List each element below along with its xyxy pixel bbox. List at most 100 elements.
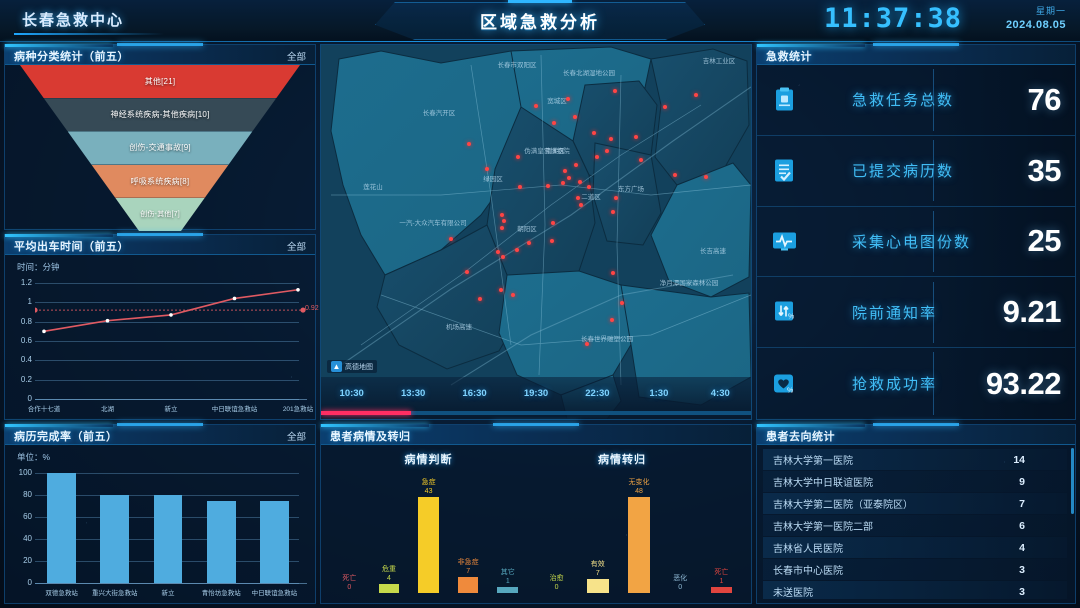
incident-marker[interactable] <box>595 155 599 159</box>
incident-marker[interactable] <box>563 169 567 173</box>
incident-marker[interactable] <box>561 181 565 185</box>
bar[interactable] <box>47 473 76 583</box>
chart-unit-label: 时间：分钟 <box>17 262 60 272</box>
incident-marker[interactable] <box>502 219 506 223</box>
incident-marker[interactable] <box>552 121 556 125</box>
incident-marker[interactable] <box>605 149 609 153</box>
incident-marker[interactable] <box>694 93 698 97</box>
filter-all-button[interactable]: 全部 <box>286 242 306 253</box>
incident-marker[interactable] <box>515 248 519 252</box>
stat-value: 9.21 <box>1002 294 1062 330</box>
funnel-segment[interactable]: 其他[21] <box>20 65 300 99</box>
filter-all-button[interactable]: 全部 <box>286 52 306 63</box>
table-row[interactable]: 吉林大学第二医院（亚泰院区） 7 <box>763 493 1067 514</box>
incident-marker[interactable] <box>478 297 482 301</box>
y-axis-tick: 0.6 <box>20 336 32 345</box>
funnel-segment[interactable]: 创伤-其他[7] <box>115 197 205 231</box>
stat-row[interactable]: % 抢救成功率 93.22 <box>757 348 1075 419</box>
bar[interactable] <box>260 500 289 583</box>
incident-marker[interactable] <box>609 137 613 141</box>
gridline: 100 <box>19 468 299 477</box>
bar[interactable] <box>100 495 130 583</box>
stat-row[interactable]: 急救任务总数 76 <box>757 65 1075 136</box>
bar[interactable]: 危重 4 <box>378 566 400 593</box>
incident-marker[interactable] <box>546 184 550 188</box>
stat-label: 急救任务总数 <box>852 92 955 110</box>
incident-marker[interactable] <box>614 196 618 200</box>
bar[interactable] <box>206 500 236 583</box>
incident-marker[interactable] <box>610 318 614 322</box>
incident-marker[interactable] <box>485 167 489 171</box>
incident-marker[interactable] <box>579 203 583 207</box>
map-timeline[interactable]: 10:30 13:30 16:30 19:30 22:30 1:30 4:30 <box>321 377 751 419</box>
incident-marker[interactable] <box>534 104 538 108</box>
incident-marker[interactable] <box>566 97 570 101</box>
incident-marker[interactable] <box>550 239 554 243</box>
incident-marker[interactable] <box>587 185 591 189</box>
map-canvas[interactable]: 长春市双阳区 长春北湖湿地公园 吉林工业区 宽城区 绿园区 南关区 朝阳区 二道区 东方广场 长春… <box>321 45 751 419</box>
ecg-monitor-icon <box>771 228 798 255</box>
incident-marker[interactable] <box>613 89 617 93</box>
incident-marker[interactable] <box>467 142 471 146</box>
table-row[interactable]: 长春市中心医院 3 <box>763 559 1067 580</box>
panel-average-dispatch-time: 平均出车时间（前五） 全部 时间：分钟 0 0.2 0.4 0.6 0.8 1 1.2 0.9… <box>4 233 319 420</box>
incident-marker[interactable] <box>501 255 505 259</box>
table-row[interactable]: 吉林大学中日联谊医院 9 <box>763 471 1067 492</box>
table-row[interactable]: 吉林省人民医院 4 <box>763 537 1067 558</box>
incident-marker[interactable] <box>465 270 469 274</box>
bar[interactable] <box>153 495 183 583</box>
incident-marker[interactable] <box>499 288 503 292</box>
funnel-segment[interactable]: 呼吸系统疾病[8] <box>91 164 229 198</box>
panel-emergency-map[interactable]: 长春市双阳区 长春北湖湿地公园 吉林工业区 宽城区 绿园区 南关区 朝阳区 二道区 东方广场 长春… <box>320 44 752 420</box>
incident-marker[interactable] <box>551 221 555 225</box>
incident-marker[interactable] <box>516 155 520 159</box>
filter-all-button[interactable]: 全部 <box>286 432 306 443</box>
funnel-segment[interactable]: 神经系统疾病-其他疾病[10] <box>43 98 277 132</box>
incident-marker[interactable] <box>500 213 504 217</box>
stat-value: 25 <box>1027 223 1062 259</box>
table-row[interactable]: 吉林大学第一医院 14 <box>763 449 1067 470</box>
stat-row[interactable]: 采集心电图份数 25 <box>757 206 1075 278</box>
incident-marker[interactable] <box>620 301 624 305</box>
stat-value-backdrop <box>933 135 1075 206</box>
incident-marker[interactable] <box>527 241 531 245</box>
incident-marker[interactable] <box>567 176 571 180</box>
bar[interactable]: 非急症 7 <box>458 559 479 593</box>
incident-marker[interactable] <box>518 185 522 189</box>
incident-marker[interactable] <box>639 158 643 162</box>
incident-marker[interactable] <box>634 135 638 139</box>
timeline-progress[interactable] <box>321 411 412 415</box>
destination-table[interactable]: 吉林大学第一医院 14 吉林大学中日联谊医院 9 吉林大学第二医院（亚泰院区） 7 吉林大学… <box>763 449 1067 599</box>
bar-value-label: 死亡 1 <box>714 569 729 585</box>
destination-scrollbar[interactable] <box>1071 448 1074 514</box>
incident-marker[interactable] <box>496 250 500 254</box>
incident-marker[interactable] <box>663 105 667 109</box>
incident-marker[interactable] <box>578 180 582 184</box>
incident-marker[interactable] <box>574 163 578 167</box>
incident-marker[interactable] <box>511 293 515 297</box>
bar[interactable]: 其它 1 <box>497 569 519 593</box>
bar[interactable]: 无变化 48 <box>628 479 650 593</box>
header-mid-accent <box>873 423 959 426</box>
incident-marker[interactable] <box>585 342 589 346</box>
incident-marker[interactable] <box>500 226 504 230</box>
incident-marker[interactable] <box>611 210 615 214</box>
stat-row[interactable]: % 院前通知率 9.21 <box>757 277 1075 349</box>
incident-marker[interactable] <box>611 271 615 275</box>
stat-row[interactable]: 已提交病历数 35 <box>757 135 1075 207</box>
bar[interactable]: 死亡 1 <box>710 569 733 593</box>
incident-marker[interactable] <box>704 175 708 179</box>
table-row[interactable]: 未送医院 3 <box>763 581 1067 599</box>
incident-marker[interactable] <box>673 173 677 177</box>
gridline: 1.2 <box>21 278 299 287</box>
bar[interactable]: 急症 43 <box>418 479 439 593</box>
incident-marker[interactable] <box>449 237 453 241</box>
bar[interactable]: 有效 7 <box>587 561 609 593</box>
incident-marker[interactable] <box>576 196 580 200</box>
timeline-track[interactable] <box>321 411 751 415</box>
table-row[interactable]: 吉林大学第一医院二部 6 <box>763 515 1067 536</box>
map-district-label: 长春北湖湿地公园 <box>563 70 615 77</box>
incident-marker[interactable] <box>592 131 596 135</box>
incident-marker[interactable] <box>573 115 577 119</box>
funnel-segment[interactable]: 创伤-交通事故[9] <box>67 131 253 165</box>
